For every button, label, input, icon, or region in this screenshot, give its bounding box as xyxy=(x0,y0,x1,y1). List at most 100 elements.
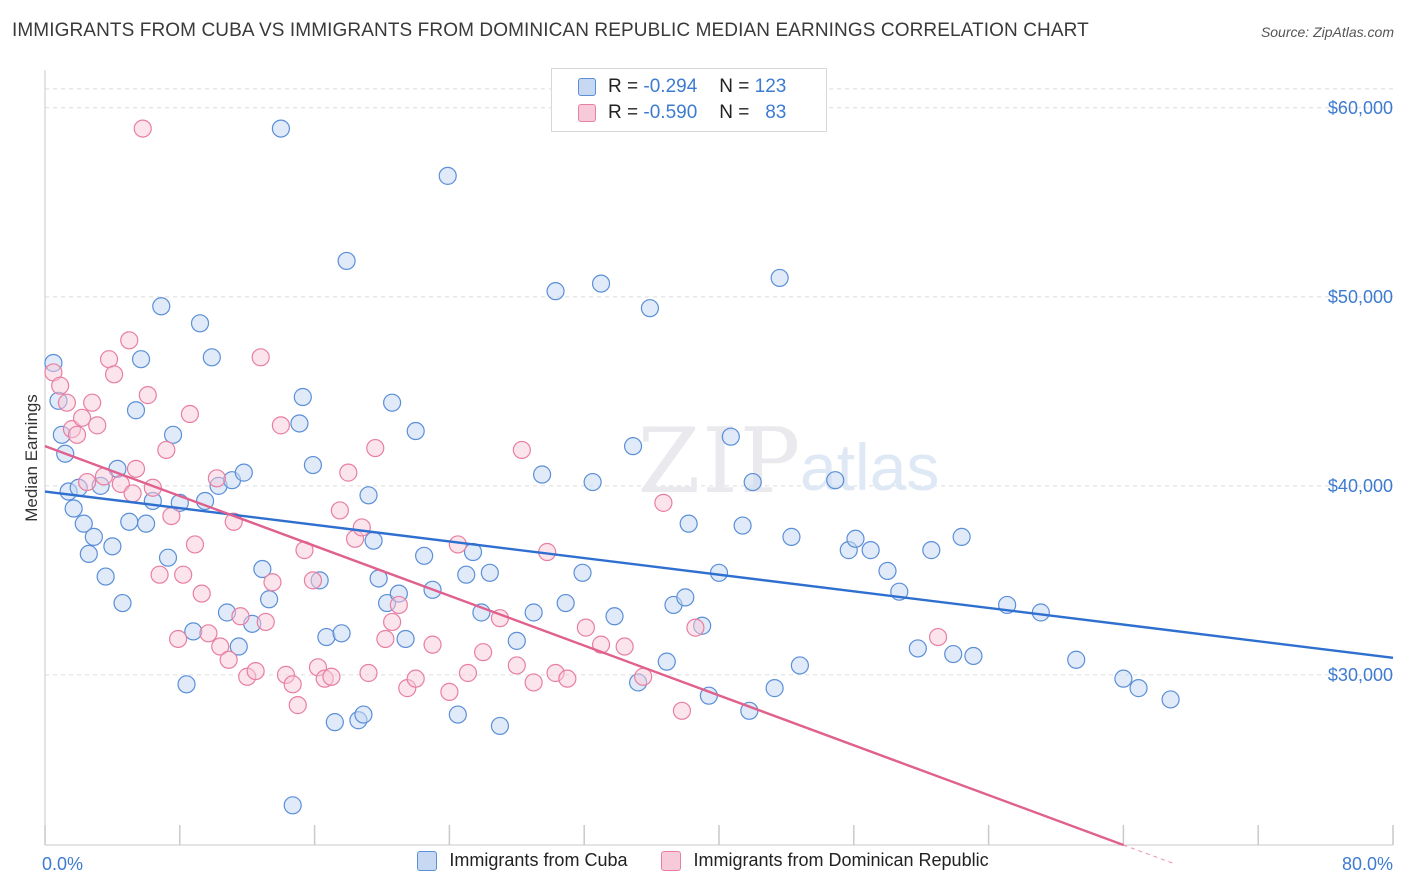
correlation-legend: R = -0.294 N = 123 R = -0.590 N = 83 xyxy=(551,68,827,132)
cuba-point xyxy=(337,251,356,271)
cuba-point xyxy=(438,166,457,185)
cuba-point xyxy=(591,274,611,293)
dominican-point xyxy=(211,637,230,656)
legend-item-dominican: Immigrants from Dominican Republic xyxy=(661,850,989,871)
dominican-point xyxy=(615,637,634,656)
cuba-point xyxy=(74,514,93,533)
dominican-swatch xyxy=(578,104,596,122)
dominican-point xyxy=(78,472,97,492)
cuba-point xyxy=(293,387,312,407)
cuba-swatch xyxy=(578,78,596,96)
dominican-swatch xyxy=(661,850,682,871)
dominican-point xyxy=(512,440,531,460)
axis-labels: $30,000 $40,000 $50,000 $60,000 0.0% 80.0% Med… xyxy=(22,98,1393,874)
cuba-point xyxy=(283,796,302,815)
dominican-point xyxy=(199,624,218,643)
r-value: -0.590 xyxy=(643,102,698,123)
dominican-point xyxy=(448,535,467,554)
cuba-point xyxy=(303,455,323,475)
x-tick-label-start: 0.0% xyxy=(42,854,83,874)
dominican-trend-extension xyxy=(1123,844,1175,865)
cuba-point xyxy=(826,471,845,490)
dominican-point xyxy=(256,612,275,632)
dominican-point xyxy=(157,440,176,460)
y-tick-label: $60,000 xyxy=(1328,98,1393,118)
legend-row-cuba: R = -0.294 N = 123 xyxy=(578,74,786,100)
dominican-point xyxy=(654,493,673,512)
dominican-point xyxy=(288,696,307,715)
cuba-point xyxy=(532,465,552,484)
r-label: R = xyxy=(608,76,639,97)
dominican-point xyxy=(88,416,107,435)
dominican-point xyxy=(283,675,302,694)
cuba-point xyxy=(448,705,467,724)
cuba-point xyxy=(271,119,290,138)
dominican-point xyxy=(458,663,478,683)
dominican-point xyxy=(104,365,124,384)
dominican-point xyxy=(558,669,577,688)
dominican-point xyxy=(474,643,493,662)
cuba-point xyxy=(1161,690,1180,709)
cuba-point xyxy=(640,299,660,318)
cuba-point xyxy=(721,427,740,446)
cuba-point xyxy=(229,637,248,656)
dominican-point xyxy=(123,484,142,503)
dominican-point xyxy=(251,348,270,367)
cuba-point xyxy=(770,268,789,288)
cuba-point xyxy=(332,624,351,643)
cuba-point xyxy=(1129,679,1148,698)
dominican-point xyxy=(51,376,70,395)
chart-title: IMMIGRANTS FROM CUBA VS IMMIGRANTS FROM … xyxy=(12,20,1089,41)
cuba-point xyxy=(457,565,476,584)
cuba-point xyxy=(79,544,98,564)
cuba-point xyxy=(507,631,526,650)
dominican-point xyxy=(133,119,152,138)
dominican-point xyxy=(359,663,378,683)
cuba-point xyxy=(152,297,171,316)
dominican-point xyxy=(330,501,349,520)
series-dominican-points xyxy=(44,119,948,720)
cuba-point xyxy=(743,472,762,492)
dominican-point xyxy=(174,565,193,584)
cuba-point xyxy=(1067,650,1086,669)
cuba-point xyxy=(396,629,415,649)
trend-lines xyxy=(44,445,1394,865)
x-tick-label-end: 80.0% xyxy=(1342,854,1393,874)
dominican-trend-line xyxy=(44,445,1124,847)
dominican-point xyxy=(162,506,181,526)
dominican-point xyxy=(169,629,188,649)
cuba-point xyxy=(126,401,146,420)
y-tick-label: $30,000 xyxy=(1328,665,1393,685)
cuba-point xyxy=(846,529,865,548)
dominican-point xyxy=(192,584,211,603)
cuba-point xyxy=(782,527,801,546)
dominican-point xyxy=(150,565,169,584)
legend-row-dominican: R = -0.590 N = 83 xyxy=(578,100,786,126)
cuba-point xyxy=(64,499,83,518)
dominican-point xyxy=(507,656,526,675)
cuba-point xyxy=(733,516,752,535)
dominican-point xyxy=(83,393,102,412)
cuba-point xyxy=(120,512,139,531)
dominican-point xyxy=(406,669,425,688)
dominican-point xyxy=(672,701,692,720)
cuba-point xyxy=(922,541,941,560)
cuba-point xyxy=(952,527,971,546)
cuba-swatch xyxy=(417,850,438,871)
dominican-point xyxy=(339,463,358,482)
cuba-point xyxy=(524,603,543,622)
y-tick-label: $40,000 xyxy=(1328,476,1393,496)
cuba-point xyxy=(556,593,575,613)
cuba-point xyxy=(605,607,624,626)
dominican-point xyxy=(126,459,146,478)
cuba-point xyxy=(190,314,210,333)
cuba-point xyxy=(137,514,156,533)
cuba-point xyxy=(184,622,203,641)
cuba-point xyxy=(878,561,897,581)
dominican-point xyxy=(263,573,282,592)
cuba-point xyxy=(583,472,602,492)
cuba-point xyxy=(790,656,809,675)
cuba-point xyxy=(113,593,132,613)
y-tick-label: $50,000 xyxy=(1328,287,1393,307)
